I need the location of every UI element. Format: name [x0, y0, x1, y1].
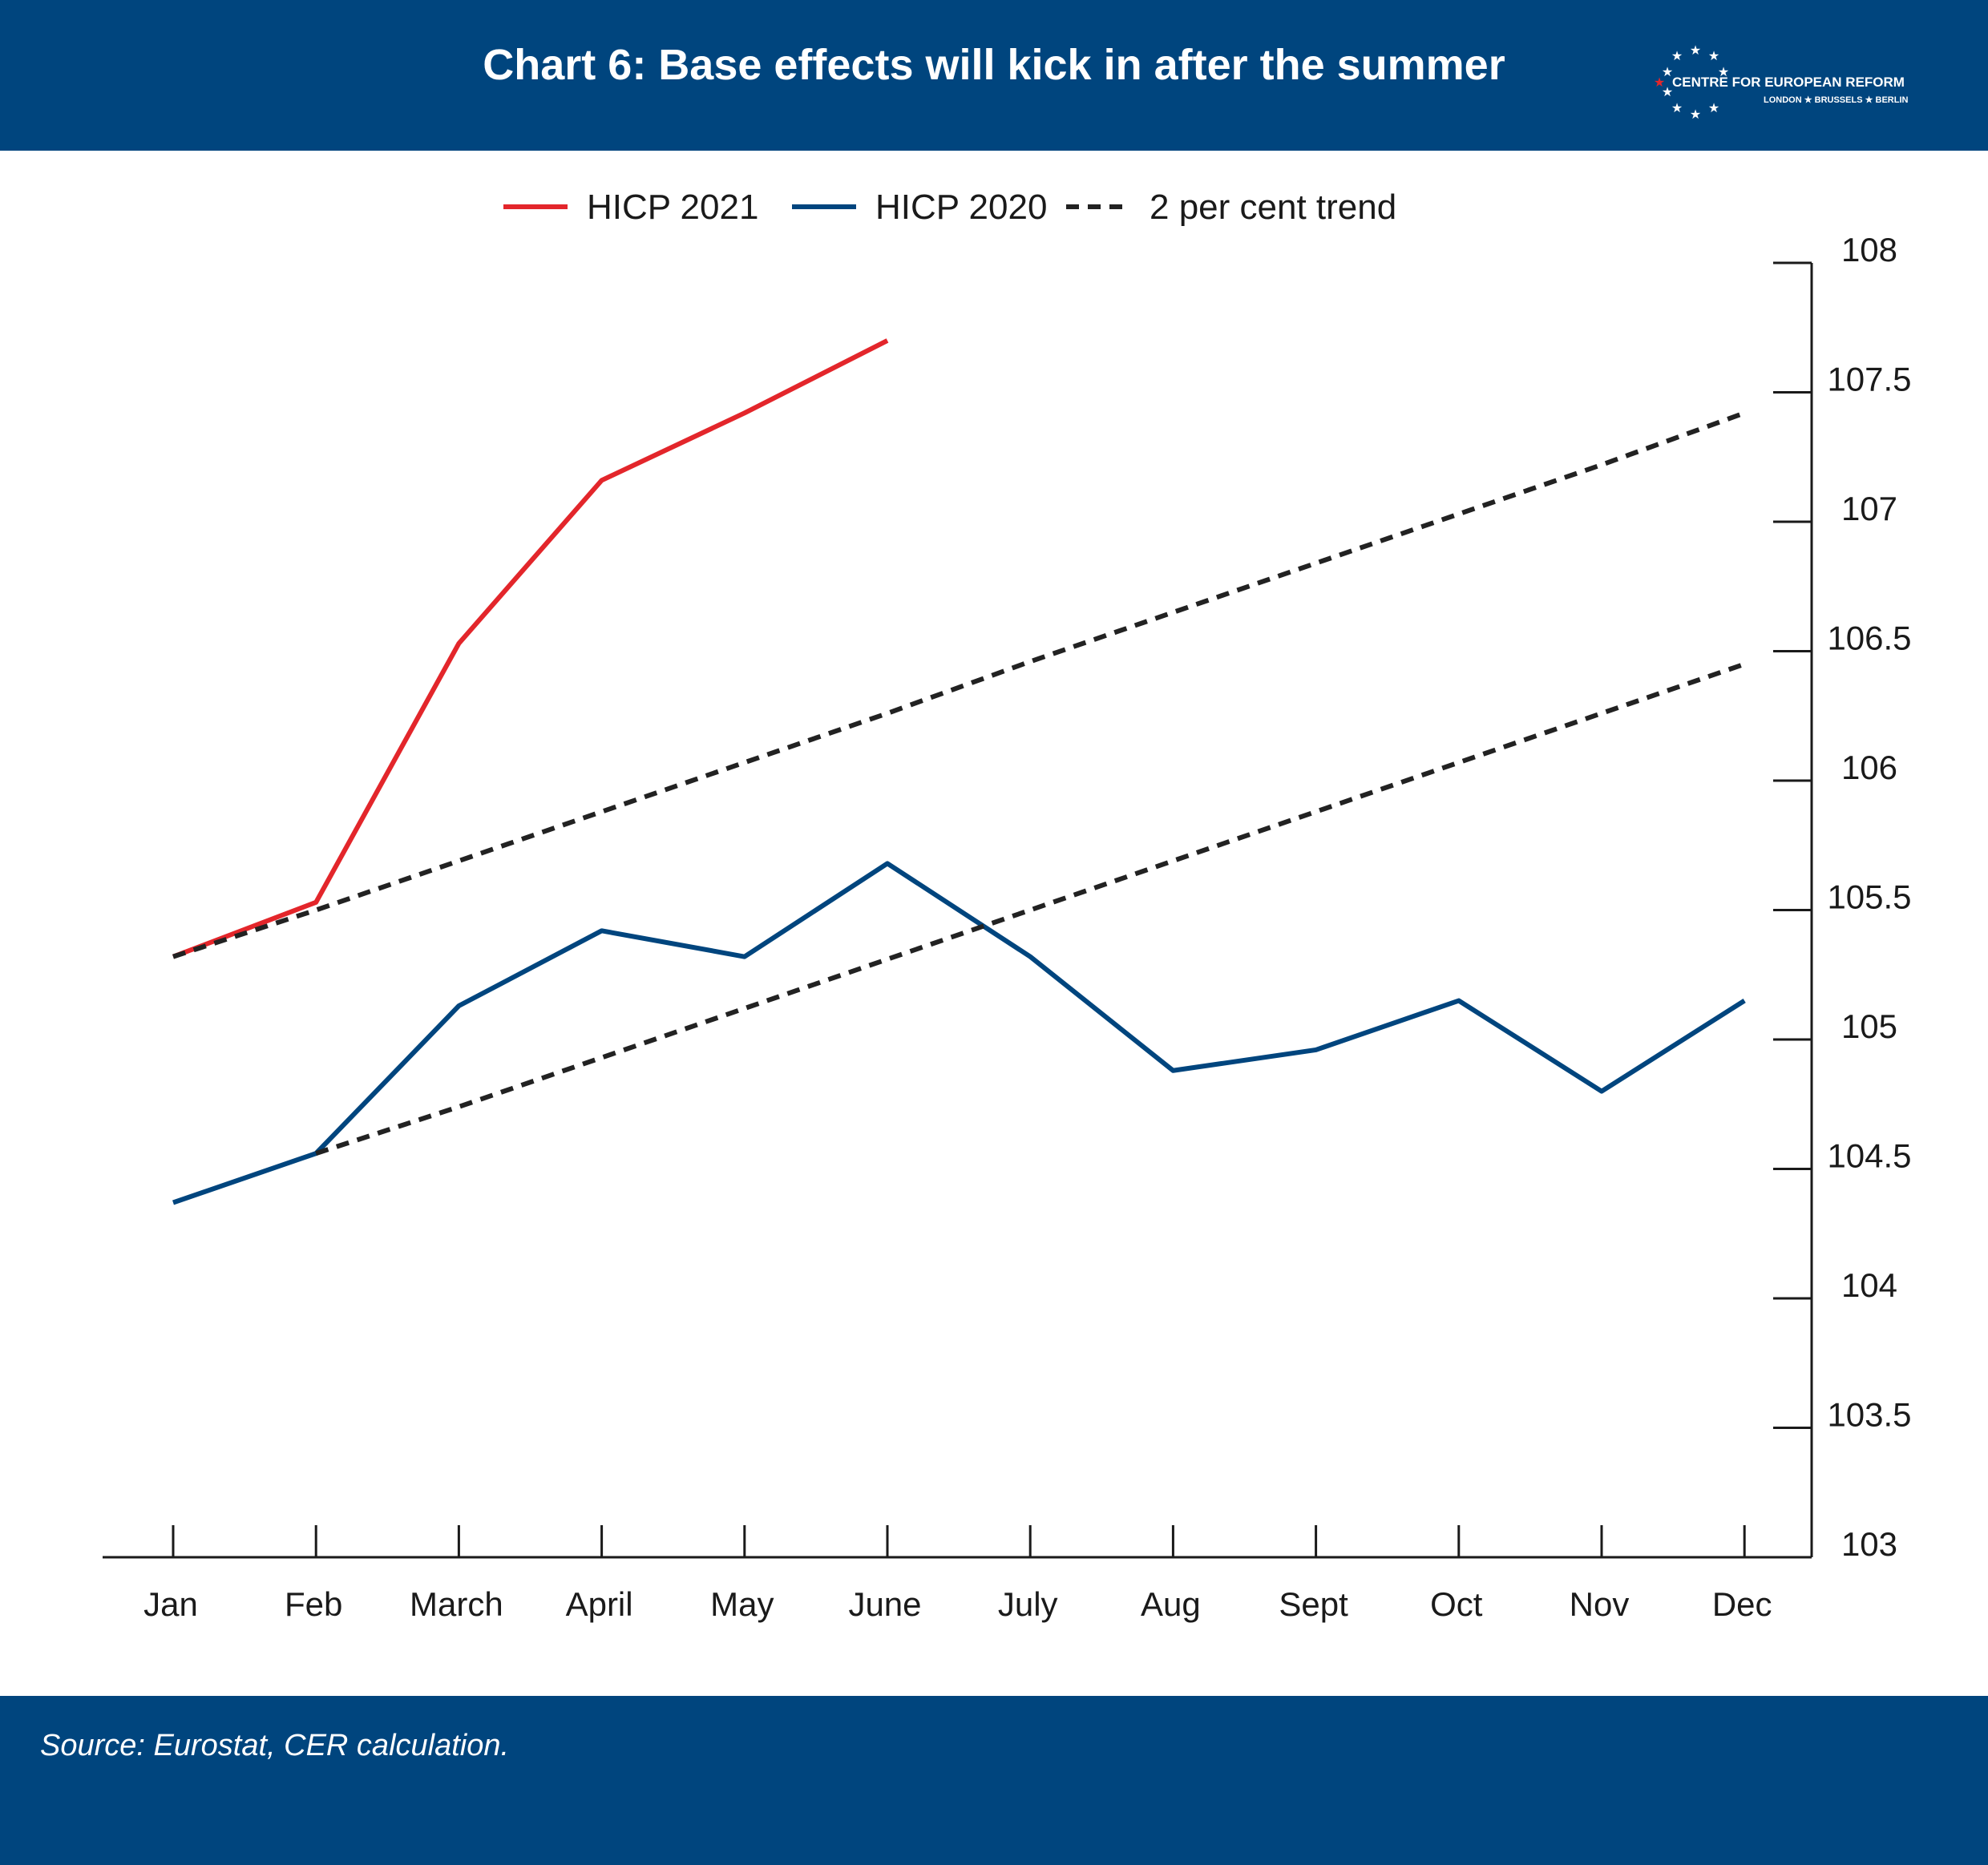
y-tick-label: 106 — [1841, 749, 1897, 786]
y-tick-label: 107.5 — [1827, 361, 1911, 398]
y-tick-label: 103 — [1841, 1525, 1897, 1563]
series-lines — [172, 338, 1746, 1205]
footer-banner — [0, 1696, 1988, 1865]
y-tick-label: 108 — [1841, 231, 1897, 268]
series-line-2-per-cent-trend-3 — [315, 661, 1746, 1156]
legend-label: HICP 2021 — [587, 188, 758, 227]
series-line-hicp-2021-0 — [172, 338, 889, 959]
x-tick-label: June — [848, 1585, 921, 1623]
legend: HICP 2021 HICP 2020 2 per cent trend — [503, 188, 1396, 227]
y-tick-label: 104.5 — [1827, 1137, 1911, 1175]
cer-logo: ★ ★ ★ ★ ★ ★ ★ ★ ★ ★ CENTRE FOR EUROPEAN … — [1654, 44, 1909, 122]
source-note: Source: Eurostat, CER calculation. — [40, 1729, 510, 1762]
x-tick-label: March — [410, 1585, 503, 1623]
x-tick-label: May — [710, 1585, 774, 1623]
logo-cities: LONDON ★ BRUSSELS ★ BERLIN — [1764, 95, 1909, 105]
y-tick-label: 104 — [1841, 1266, 1897, 1304]
chart-title: Chart 6: Base effects will kick in after… — [483, 41, 1505, 89]
svg-text:★: ★ — [1690, 108, 1701, 122]
legend-label: HICP 2020 — [875, 188, 1047, 227]
logo-name: CENTRE FOR EUROPEAN REFORM — [1672, 75, 1905, 90]
x-tick-label: April — [566, 1585, 633, 1623]
x-tick-label: Dec — [1712, 1585, 1772, 1623]
svg-text:★: ★ — [1708, 50, 1719, 63]
svg-text:★: ★ — [1718, 66, 1729, 79]
x-tick-label: Oct — [1430, 1585, 1483, 1623]
series-line-2-per-cent-trend-2 — [172, 410, 1746, 959]
x-tick-label: Sept — [1279, 1585, 1348, 1623]
legend-label: 2 per cent trend — [1150, 188, 1396, 227]
x-tick-label: Jan — [143, 1585, 198, 1623]
y-tick-label: 105.5 — [1827, 878, 1911, 916]
x-tick-label: Aug — [1141, 1585, 1201, 1623]
axes: 103 103.5 104 104.5 105 105.5 106 106.5 107 107.5… — [103, 231, 1912, 1623]
x-tick-label: Feb — [285, 1585, 342, 1623]
x-tick-label: Nov — [1570, 1585, 1630, 1623]
y-tick-label: 105 — [1841, 1007, 1897, 1045]
line-chart: HICP 2021 HICP 2020 2 per cent trend 10310… — [103, 188, 1912, 1623]
svg-text:★: ★ — [1671, 102, 1683, 115]
svg-text:★: ★ — [1690, 44, 1701, 58]
svg-text:★: ★ — [1662, 86, 1673, 99]
svg-text:★: ★ — [1708, 102, 1719, 115]
header-banner — [0, 0, 1988, 151]
y-tick-label: 107 — [1841, 490, 1897, 527]
series-line-hicp-2020-1 — [172, 861, 1746, 1205]
svg-text:★: ★ — [1662, 66, 1673, 79]
svg-text:★: ★ — [1654, 76, 1665, 90]
svg-text:★: ★ — [1671, 50, 1683, 63]
x-tick-label: July — [998, 1585, 1058, 1623]
eu-stars-icon: ★ ★ ★ ★ ★ ★ ★ ★ ★ ★ — [1654, 44, 1729, 122]
y-tick-label: 103.5 — [1827, 1396, 1911, 1434]
y-tick-label: 106.5 — [1827, 620, 1911, 657]
